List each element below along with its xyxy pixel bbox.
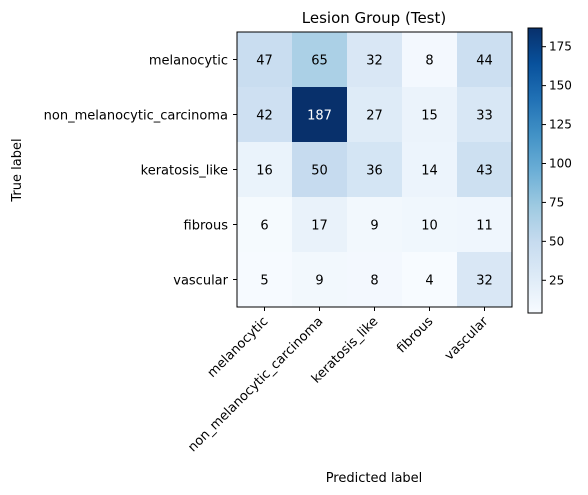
- cell-value-label: 36: [366, 164, 383, 179]
- cell-value-label: 32: [476, 274, 493, 289]
- cell-value-label: 47: [256, 54, 273, 69]
- colorbar-tick-label: 50: [549, 234, 564, 248]
- cell-value-label: 5: [260, 274, 268, 289]
- cell-value-label: 27: [366, 109, 383, 124]
- colorbar: [527, 27, 543, 314]
- cell-value-label: 17: [311, 219, 328, 234]
- colorbar-tick-label: 125: [549, 118, 572, 132]
- cell-value-label: 50: [311, 164, 328, 179]
- heatmap-cell: [402, 252, 457, 307]
- heatmap-cell: [457, 252, 512, 307]
- heatmap-cell: [292, 252, 347, 307]
- cell-value-label: 187: [307, 109, 332, 124]
- heatmap-cell: [347, 32, 402, 87]
- cell-value-label: 9: [370, 219, 378, 234]
- cell-value-label: 6: [260, 219, 268, 234]
- heatmap-cells: 47 65 32 8 44 42 187 27 15 33 16 50 36 14 43 6 17 9 10 11 5 9…: [237, 32, 512, 307]
- heatmap-cell: [457, 32, 512, 87]
- y-tick-label: vascular: [173, 274, 228, 289]
- cell-value-label: 65: [311, 54, 328, 69]
- cell-value-label: 8: [370, 274, 378, 289]
- colorbar-tick-label: 25: [549, 273, 564, 287]
- heatmap-cell: [457, 197, 512, 252]
- cell-value-label: 44: [476, 54, 493, 69]
- cell-value-label: 14: [421, 164, 438, 179]
- heatmap-cell: [402, 142, 457, 197]
- heatmap-cell: [402, 87, 457, 142]
- colorbar-tick-label: 75: [549, 195, 564, 209]
- heatmap-cell: [292, 32, 347, 87]
- heatmap-cell: [237, 142, 292, 197]
- y-tick-label: keratosis_like: [141, 164, 228, 179]
- heatmap-cell: [347, 87, 402, 142]
- x-axis-title: Predicted label: [326, 471, 423, 486]
- cell-value-label: 33: [476, 109, 493, 124]
- cell-value-label: 16: [256, 164, 273, 179]
- heatmap-cell: [347, 197, 402, 252]
- colorbar-tick-label: 175: [549, 40, 572, 54]
- heatmap-cell: [292, 142, 347, 197]
- heatmap-cell: [402, 32, 457, 87]
- y-tick-label: melanocytic: [149, 54, 228, 69]
- y-tick-label: fibrous: [184, 219, 229, 234]
- cell-value-label: 42: [256, 109, 273, 124]
- heatmap-cell: [237, 197, 292, 252]
- colorbar-ticks: 25 50 75 100 125 150 175: [542, 40, 572, 287]
- heatmap-cell: [292, 87, 347, 142]
- heatmap-cell: [347, 142, 402, 197]
- cell-value-label: 8: [425, 54, 433, 69]
- cell-value-label: 9: [315, 274, 323, 289]
- y-axis-title: True label: [10, 138, 25, 202]
- x-tick-label: fibrous: [394, 314, 436, 356]
- heatmap-cell: [457, 142, 512, 197]
- colorbar-tick-label: 150: [549, 79, 572, 93]
- heatmap-cell: [237, 87, 292, 142]
- heatmap-cell: [292, 197, 347, 252]
- chart-title: Lesion Group (Test): [302, 9, 446, 27]
- heatmap-cell: [237, 252, 292, 307]
- cell-value-label: 15: [421, 109, 438, 124]
- x-tick-label: vascular: [442, 314, 492, 364]
- cell-value-label: 11: [476, 219, 493, 234]
- heatmap-cell: [402, 197, 457, 252]
- cell-value-label: 43: [476, 164, 493, 179]
- colorbar-tick-label: 100: [549, 156, 572, 170]
- y-tick-label: non_melanocytic_carcinoma: [44, 109, 228, 124]
- cell-value-label: 32: [366, 54, 383, 69]
- heatmap-cell: [347, 252, 402, 307]
- heatmap-cell: [457, 87, 512, 142]
- cell-value-label: 10: [421, 219, 438, 234]
- x-axis-ticks: melanocyticnon_melanocytic_carcinomakera…: [185, 307, 492, 455]
- heatmap-cell: [237, 32, 292, 87]
- y-axis-ticks: melanocytic non_melanocytic_carcinomakera…: [44, 54, 237, 289]
- cell-value-label: 4: [425, 274, 433, 289]
